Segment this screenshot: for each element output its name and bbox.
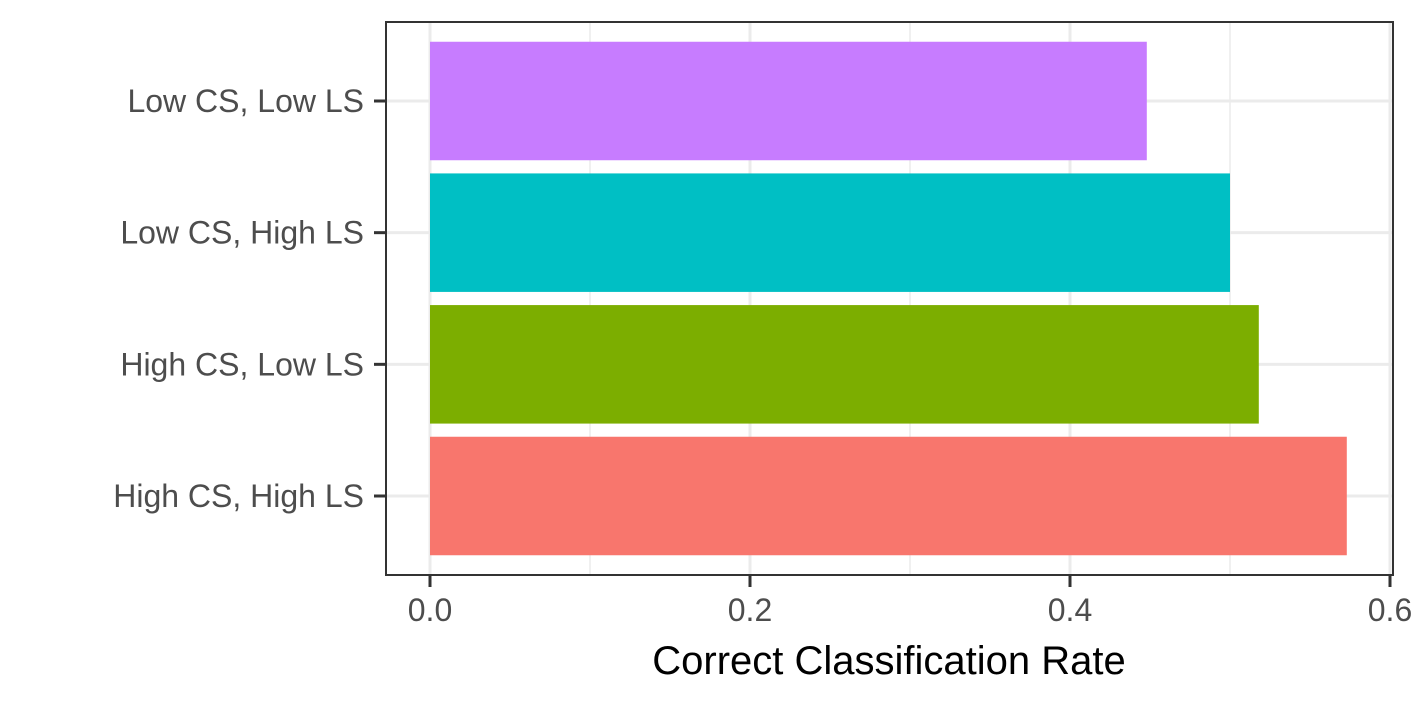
bar	[430, 41, 1147, 161]
y-tick-label: Low CS, High LS	[120, 215, 364, 251]
panel-border	[385, 21, 1394, 576]
y-tick-label: High CS, Low LS	[120, 346, 364, 382]
x-tick-label: 0.2	[728, 592, 772, 628]
bar	[430, 436, 1347, 556]
y-tick-label: High CS, High LS	[113, 478, 364, 514]
x-axis: 0.0 0.2 0.4 0.6	[408, 575, 1412, 628]
bar	[430, 173, 1230, 292]
y-tick-label: Low CS, Low LS	[127, 83, 364, 119]
x-tick-label: 0.0	[408, 592, 452, 628]
x-axis-title: Correct Classification Rate	[652, 639, 1126, 683]
bars	[430, 41, 1347, 556]
x-tick-label: 0.4	[1048, 592, 1092, 628]
y-axis: High CS, High LS High CS, Low LS Low CS, H…	[113, 83, 386, 514]
x-tick-label: 0.6	[1368, 592, 1412, 628]
bar	[430, 305, 1259, 424]
